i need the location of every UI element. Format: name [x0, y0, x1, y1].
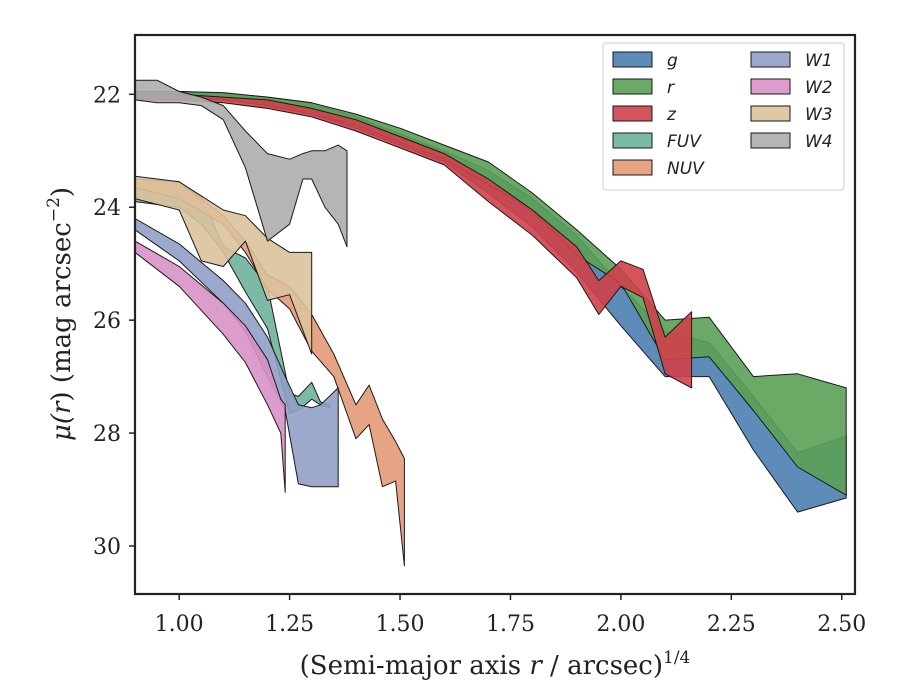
legend-swatch-fuv: [612, 132, 653, 149]
series-band-w4: [134, 79, 348, 248]
legend-swatch-r: [612, 78, 653, 95]
legend: grz FUV NUV W1 W2 W3 W4: [602, 42, 845, 191]
legend-label-w2: W2: [805, 78, 833, 98]
legend-label-g: g: [667, 51, 678, 71]
series-layer: [134, 79, 847, 567]
legend-label-z: z: [666, 105, 677, 125]
x-axis-label: (Semi-major axis r / arcsec)1/4: [300, 648, 691, 681]
legend-swatch-z: [612, 105, 653, 122]
legend-label-nuv: NUV: [667, 159, 705, 179]
legend-swatch-nuv: [612, 159, 653, 176]
x-tick-label: 1.00: [155, 612, 204, 637]
x-tick-label: 1.75: [486, 612, 535, 637]
legend-swatch-w2: [750, 78, 791, 95]
x-tick-label: 1.50: [376, 612, 425, 637]
series-band-w2: [134, 240, 286, 493]
y-tick-label: 30: [93, 535, 121, 560]
plot-frame: [133, 33, 857, 596]
legend-label-r: r: [667, 78, 675, 98]
legend-swatch-g: [612, 51, 653, 68]
x-tick-label: 2.00: [596, 612, 645, 637]
legend-swatch-w1: [750, 51, 791, 68]
y-tick-label: 24: [93, 196, 121, 221]
y-axis-label: μ(r) (mag arcsec−2): [44, 187, 77, 441]
x-tick-label: 1.25: [265, 612, 314, 637]
x-tick-label: 2.50: [817, 612, 866, 637]
x-tick-label: 2.25: [707, 612, 756, 637]
y-tick-label: 26: [93, 309, 121, 334]
legend-swatch-w4: [750, 132, 791, 149]
legend-label-w3: W3: [805, 105, 833, 125]
legend-label-w1: W1: [805, 51, 833, 71]
y-tick-label: 22: [93, 83, 121, 108]
legend-label-fuv: FUV: [667, 132, 702, 152]
ticks-layer: 1.00 1.25 1.50 1.75 2.00 2.25 2.50 22 24 26 28 30: [93, 83, 866, 637]
legend-swatch-w3: [750, 105, 791, 122]
y-tick-label: 28: [93, 422, 121, 447]
series-band-z: [134, 93, 693, 389]
series-band-w3: [134, 175, 313, 355]
legend-label-w4: W4: [805, 132, 833, 152]
